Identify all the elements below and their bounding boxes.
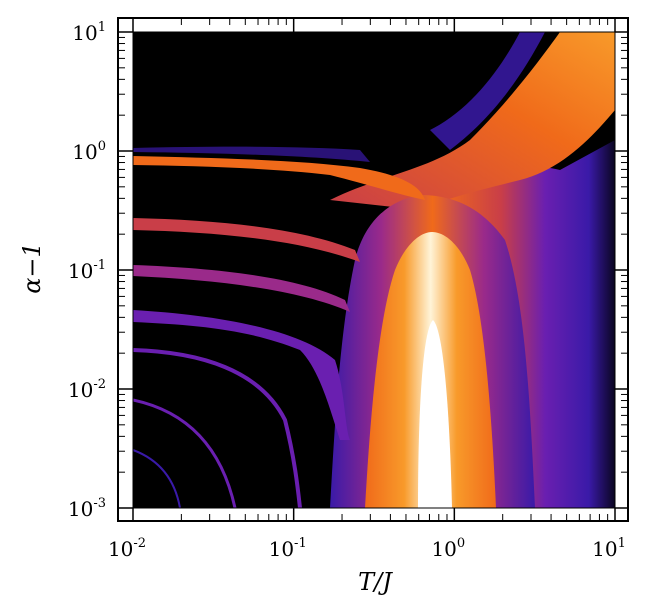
- x-tick-label: 101: [592, 536, 626, 561]
- plot-area: [133, 32, 615, 508]
- upper-ridge-halo: [430, 32, 545, 150]
- upper-right-ridge: [330, 32, 615, 210]
- x-tick-label: 10-2: [108, 536, 146, 561]
- central-peak: [418, 320, 452, 508]
- branch-4: [133, 310, 350, 440]
- y-tick-label: 10-3: [68, 496, 106, 521]
- x-axis: 10-2 10-1 100 101: [108, 18, 626, 561]
- y-axis-title: α−1: [18, 242, 46, 294]
- branch-1: [133, 156, 425, 200]
- x-tick-label: 10-1: [269, 536, 307, 561]
- branch-1-halo: [133, 146, 370, 162]
- y-tick-label: 100: [72, 139, 106, 164]
- curve-2: [133, 398, 237, 508]
- x-tick-label: 100: [431, 536, 465, 561]
- x-axis-title: T/J: [358, 568, 393, 596]
- branch-3: [133, 265, 350, 312]
- y-tick-label: 10-2: [68, 377, 106, 402]
- y-tick-label: 101: [72, 20, 106, 45]
- curve-1: [133, 348, 302, 508]
- branch-2: [133, 218, 360, 262]
- y-axis: 10-3 10-2 10-1 100 101: [68, 20, 628, 521]
- y-tick-label: 10-1: [68, 258, 106, 283]
- curve-3: [133, 449, 181, 508]
